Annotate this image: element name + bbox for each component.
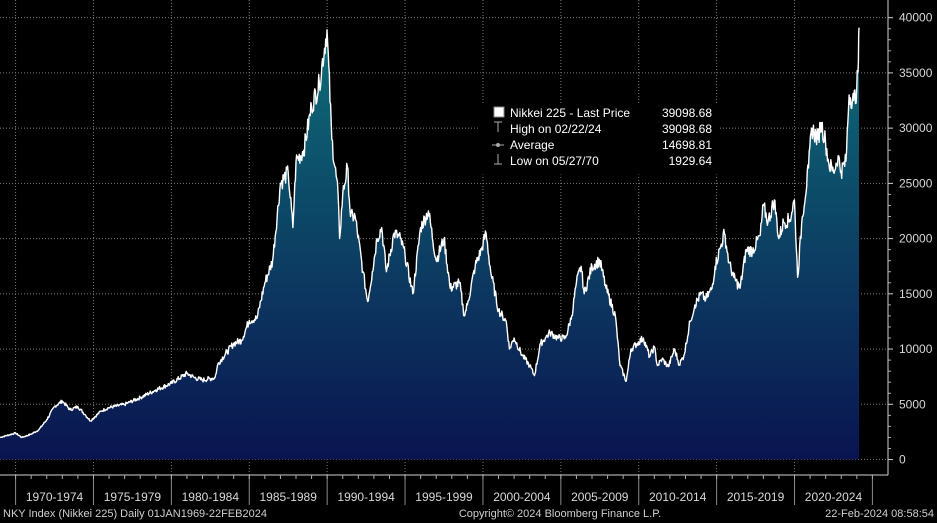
- y-axis: 0 5000 10000 15000 20000 25000 30000 35000 40000: [887, 0, 933, 475]
- x-axis: 1970-1974 1975-1979 1980-1984 1985-1989 1990…: [0, 474, 888, 505]
- legend-series-name: Nikkei 225 - Last Price: [510, 106, 630, 120]
- area-layer: [0, 27, 860, 460]
- legend-high-label: High on 02/22/24: [510, 122, 602, 136]
- y-tick-label: 20000: [899, 232, 933, 246]
- x-group-label: 1995-1999: [415, 490, 473, 504]
- x-group-label: 2005-2009: [571, 490, 629, 504]
- footer: NKY Index (Nikkei 225) Daily 01JAN1969-2…: [3, 508, 934, 520]
- average-icon: [492, 143, 504, 147]
- y-tick-label: 0: [899, 453, 906, 467]
- x-group-label: 1990-1994: [337, 490, 395, 504]
- x-group-label: 2015-2019: [727, 490, 785, 504]
- legend-background: [479, 103, 719, 175]
- x-group-label: 1985-1989: [260, 490, 318, 504]
- x-group-label: 1970-1974: [26, 490, 84, 504]
- legend-low-label: Low on 05/27/70: [510, 154, 599, 168]
- x-group-label: 2010-2014: [649, 490, 707, 504]
- legend-swatch: [493, 106, 505, 118]
- legend-last-price: 39098.68: [662, 106, 712, 120]
- footer-series-info: NKY Index (Nikkei 225) Daily 01JAN1969-2…: [3, 508, 267, 520]
- y-tick-label: 25000: [899, 176, 933, 190]
- legend-average-value: 14698.81: [662, 138, 712, 152]
- y-tick-label: 10000: [899, 342, 933, 356]
- y-tick-label: 5000: [899, 397, 926, 411]
- y-tick-label: 15000: [899, 287, 933, 301]
- low-icon: [494, 154, 502, 165]
- legend-average-label: Average: [510, 138, 555, 152]
- y-tick-label: 40000: [899, 11, 933, 25]
- legend-box: Nikkei 225 - Last Price 39098.68 High on…: [479, 103, 719, 175]
- x-group-label: 1975-1979: [104, 490, 162, 504]
- legend-high-value: 39098.68: [662, 122, 712, 136]
- x-group-label: 2020-2024: [805, 490, 863, 504]
- high-icon: [494, 121, 502, 132]
- footer-timestamp: 22-Feb-2024 08:58:54: [825, 508, 934, 520]
- y-tick-label: 35000: [899, 66, 933, 80]
- y-tick-label: 30000: [899, 121, 933, 135]
- series-area-fill: [0, 27, 859, 460]
- legend-low-value: 1929.64: [669, 154, 713, 168]
- footer-copyright: Copyright© 2024 Bloomberg Finance L.P.: [459, 508, 661, 520]
- x-group-label: 1980-1984: [182, 490, 240, 504]
- x-group-label: 2000-2004: [493, 490, 551, 504]
- series-price-line: [0, 27, 860, 439]
